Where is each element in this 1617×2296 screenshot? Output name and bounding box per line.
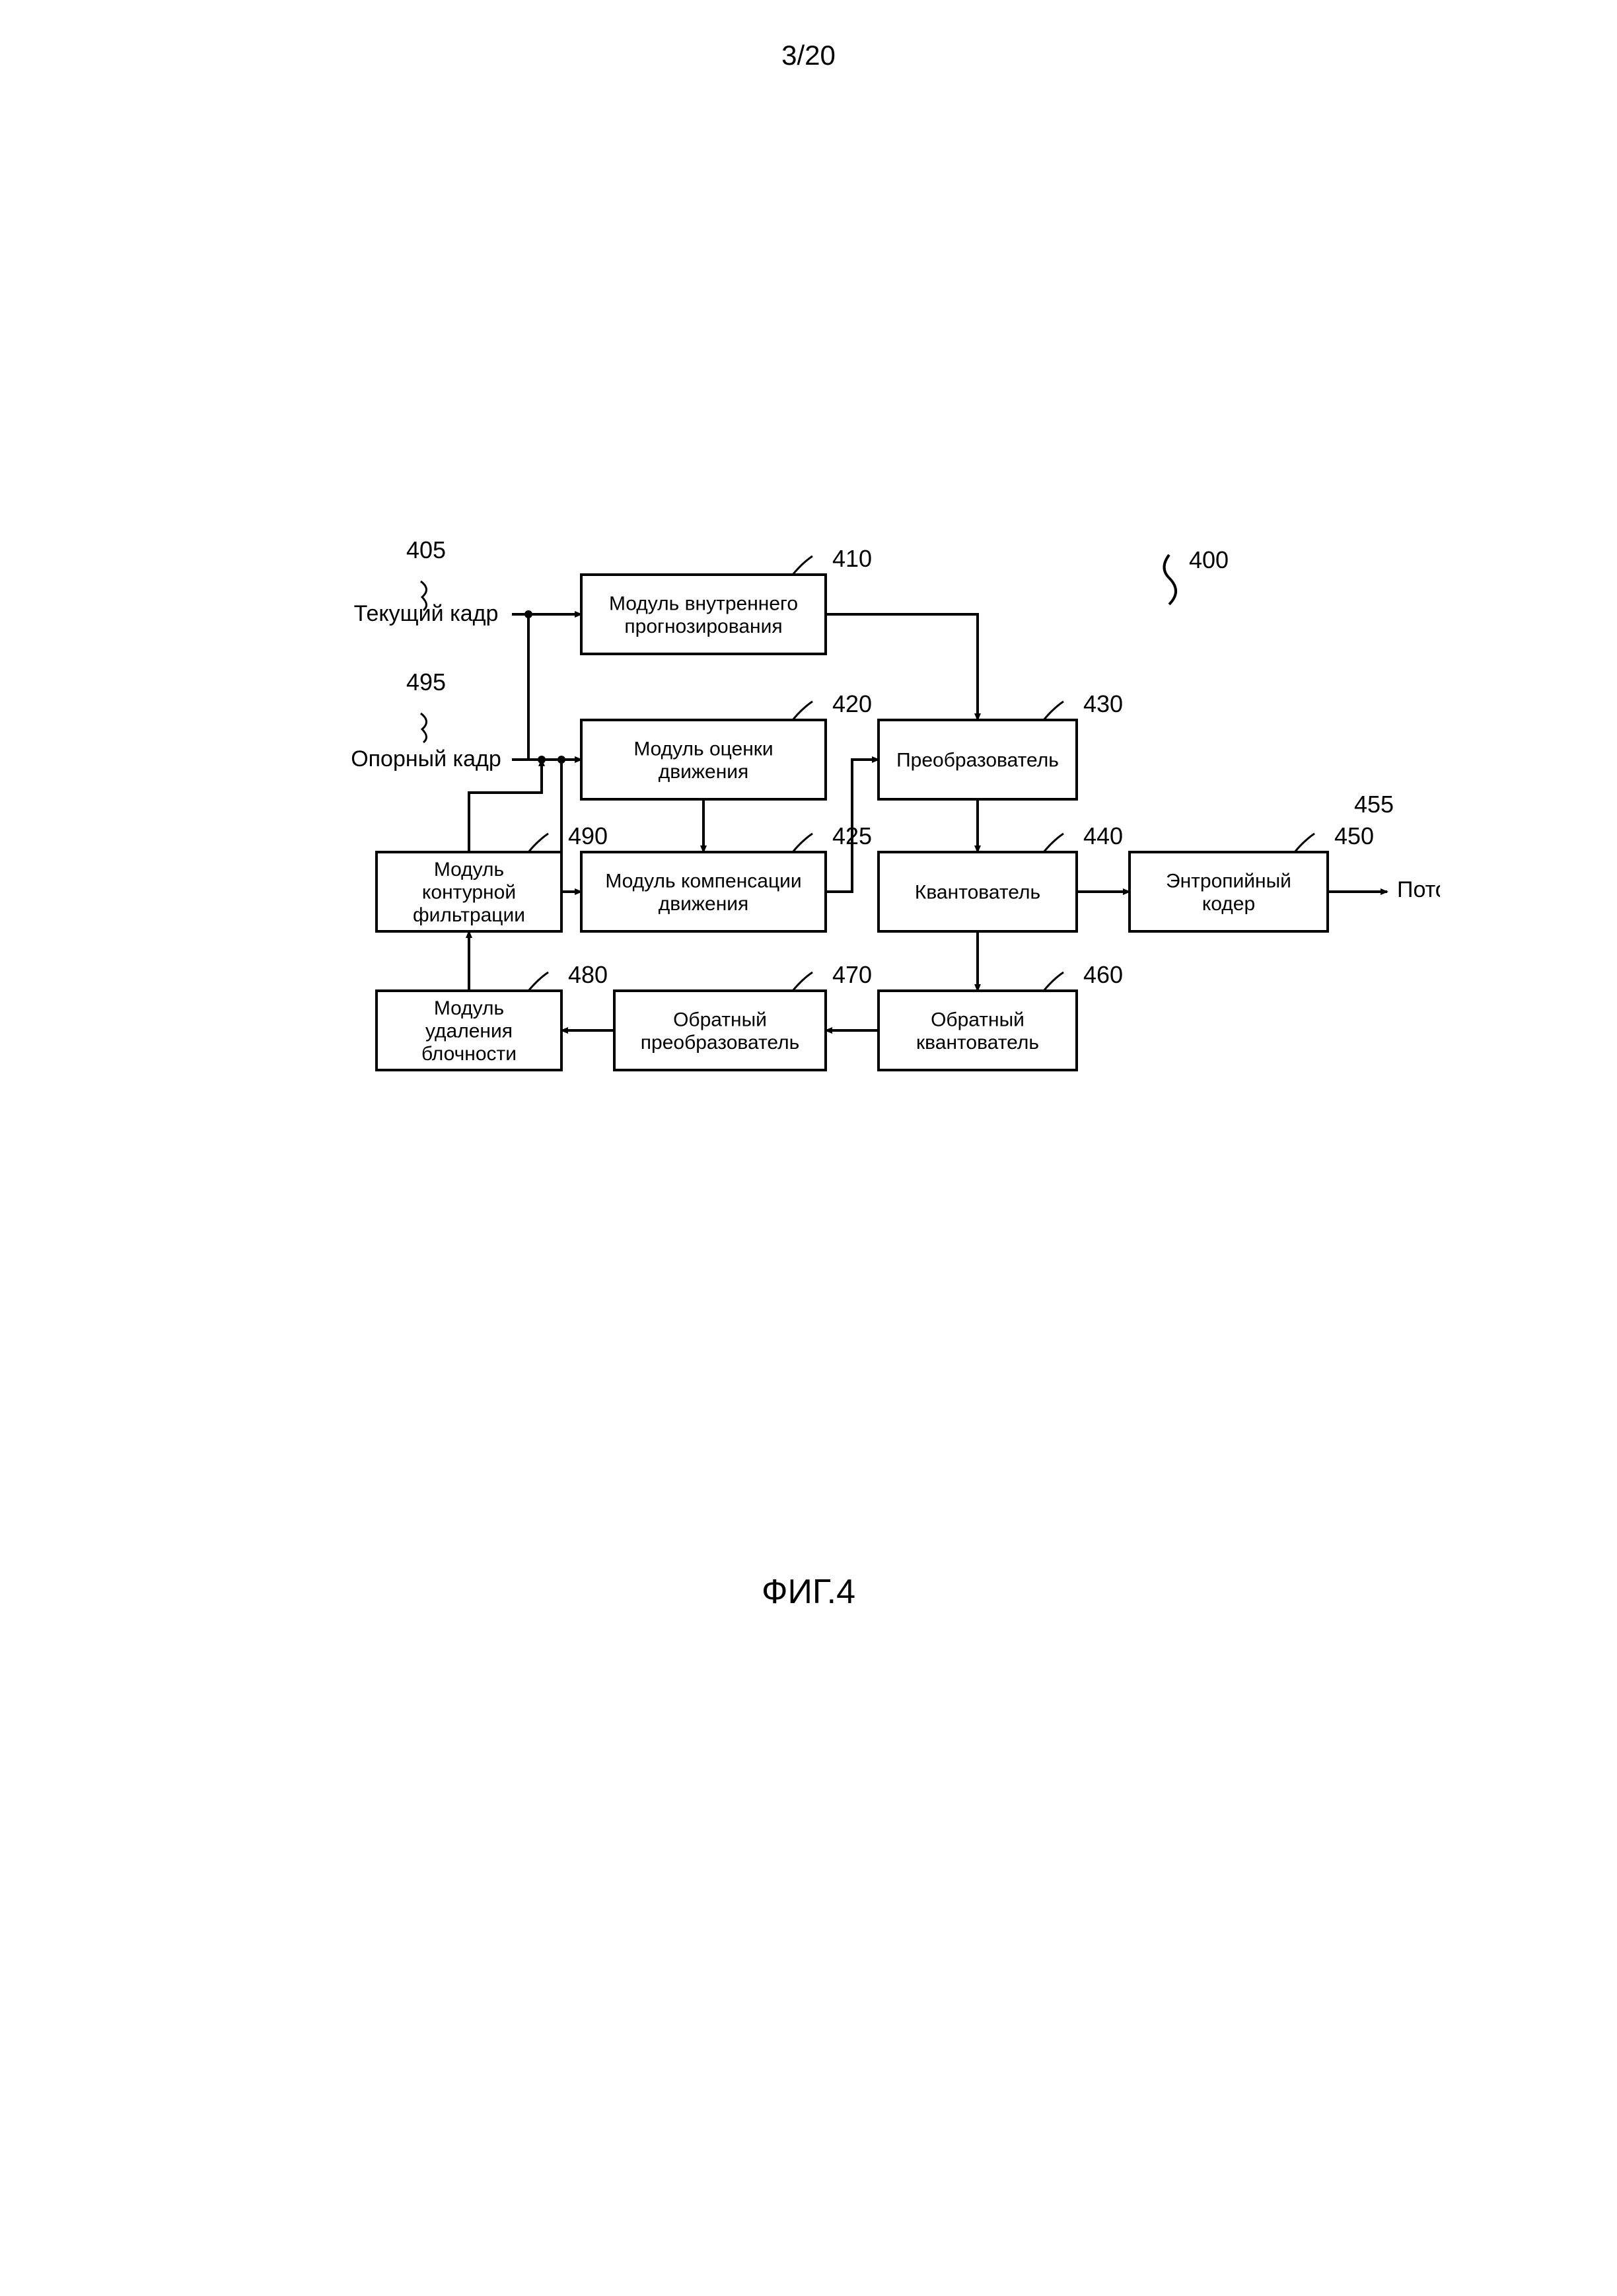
- node-label: блочности: [421, 1043, 517, 1065]
- node-ref: 450: [1334, 822, 1374, 849]
- ref-tick: [1295, 834, 1314, 852]
- system-ref-squiggle: [1165, 555, 1176, 604]
- node-ref: 480: [568, 961, 608, 988]
- nodes: Модуль внутреннегопрогнозирования410Моду…: [377, 545, 1374, 1070]
- node-label: прогнозирования: [624, 616, 782, 637]
- node-intra: Модуль внутреннегопрогнозирования 410: [581, 545, 872, 654]
- node-label: движения: [659, 761, 749, 783]
- ext-ref-cur_frame: 405: [406, 536, 446, 563]
- node-label: Модуль: [434, 859, 504, 880]
- node-label: преобразователь: [641, 1032, 799, 1054]
- ref-tick: [793, 556, 812, 575]
- node-ref: 420: [832, 690, 872, 717]
- system-ref-label: 400: [1189, 546, 1229, 573]
- node-invq: Обратныйквантователь 460: [879, 961, 1123, 1070]
- node-ref: 490: [568, 822, 608, 849]
- node-label: контурной: [422, 882, 516, 904]
- ext-squiggle: [421, 713, 427, 742]
- node-label: Модуль: [434, 997, 504, 1019]
- node-entropy: Энтропийныйкодер 450: [1130, 822, 1374, 931]
- node-ref: 470: [832, 961, 872, 988]
- node-ref: 410: [832, 545, 872, 572]
- ext-label-bitstream: Поток битов: [1397, 877, 1440, 902]
- junction-dot: [557, 756, 565, 764]
- node-xform: Преобразователь 430: [879, 690, 1123, 799]
- node-deblock: Модульудаленияблочности 480: [377, 961, 608, 1070]
- ref-tick: [528, 834, 548, 852]
- node-quant: Квантователь 440: [879, 822, 1123, 931]
- node-label: квантователь: [916, 1032, 1039, 1054]
- node-label: Обратный: [931, 1009, 1024, 1030]
- node-comp: Модуль компенсациидвижения 425: [581, 822, 872, 931]
- ref-tick: [793, 972, 812, 991]
- node-label: Модуль оценки: [633, 738, 773, 760]
- node-ref: 460: [1083, 961, 1123, 988]
- edge-loop_to_refjunction: [469, 760, 542, 852]
- node-label: Модуль компенсации: [605, 870, 801, 892]
- node-motion: Модуль оценкидвижения 420: [581, 690, 872, 799]
- figure-label: ФИГ.4: [0, 1572, 1617, 1612]
- ext-ref-ref_frame: 495: [406, 668, 446, 696]
- node-label: Модуль внутреннего: [609, 592, 798, 614]
- node-ref: 430: [1083, 690, 1123, 717]
- ref-tick: [793, 701, 812, 720]
- ref-tick: [1044, 701, 1063, 720]
- node-label: кодер: [1202, 893, 1255, 915]
- node-label: Энтропийный: [1166, 870, 1291, 892]
- ref-tick: [793, 834, 812, 852]
- junction-dot: [524, 610, 532, 618]
- junctions: [524, 610, 565, 764]
- page: 3/20 Модуль внутреннегопрогнозирования 41…: [0, 0, 1617, 2296]
- ref-tick: [528, 972, 548, 991]
- page-number: 3/20: [0, 40, 1617, 71]
- node-label: Квантователь: [915, 882, 1040, 904]
- system-ref: 400: [1165, 546, 1229, 604]
- node-ref: 425: [832, 822, 872, 849]
- block-diagram: Модуль внутреннегопрогнозирования410Моду…: [211, 528, 1440, 1387]
- node-label: Обратный: [673, 1009, 767, 1030]
- ref-tick: [1044, 972, 1063, 991]
- node-ref: 440: [1083, 822, 1123, 849]
- node-label: удаления: [425, 1021, 513, 1042]
- node-label: движения: [659, 893, 749, 915]
- node-invx: Обратныйпреобразователь 470: [614, 961, 872, 1070]
- node-label: Преобразователь: [896, 750, 1059, 771]
- ext-label-ref_frame: Опорный кадр: [351, 746, 501, 771]
- ext-ref-bitstream: 455: [1354, 791, 1394, 818]
- ref-tick: [1044, 834, 1063, 852]
- node-loop: Модульконтурнойфильтрации 490: [377, 822, 608, 931]
- node-label: фильтрации: [413, 904, 525, 926]
- junction-dot: [538, 756, 546, 764]
